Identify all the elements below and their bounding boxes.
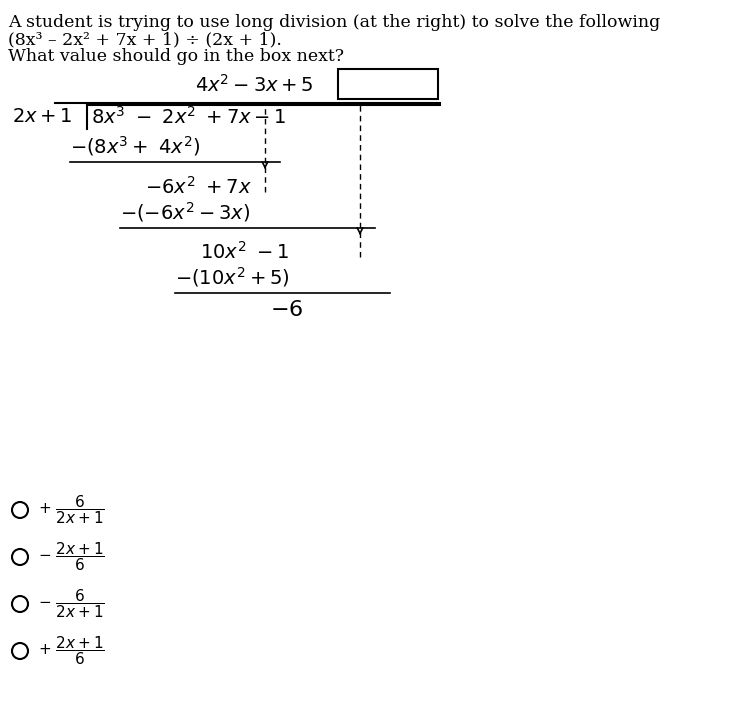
Text: $2x+1$: $2x+1$ bbox=[12, 108, 73, 126]
Text: $-(-6x^2-3x)$: $-(-6x^2-3x)$ bbox=[120, 200, 250, 224]
Text: $8x^3\ -\ 2x^2\ +7x-1$: $8x^3\ -\ 2x^2\ +7x-1$ bbox=[91, 106, 286, 128]
Text: (8x³ – 2x² + 7x + 1) ÷ (2x + 1).: (8x³ – 2x² + 7x + 1) ÷ (2x + 1). bbox=[8, 31, 282, 48]
Text: $-(10x^2+5)$: $-(10x^2+5)$ bbox=[175, 265, 290, 289]
Text: $+\ \dfrac{6}{2x+1}$: $+\ \dfrac{6}{2x+1}$ bbox=[38, 493, 105, 526]
Bar bbox=[338, 69, 438, 99]
Text: $-(8x^3+\ 4x^2)$: $-(8x^3+\ 4x^2)$ bbox=[70, 134, 200, 158]
Text: A student is trying to use long division (at the right) to solve the following: A student is trying to use long division… bbox=[8, 14, 660, 31]
Text: $-6x^2\ +7x$: $-6x^2\ +7x$ bbox=[145, 176, 252, 198]
Text: $10x^2\ -1$: $10x^2\ -1$ bbox=[200, 241, 289, 263]
Text: $-\ \dfrac{2x+1}{6}$: $-\ \dfrac{2x+1}{6}$ bbox=[38, 541, 105, 574]
Text: What value should go in the box next?: What value should go in the box next? bbox=[8, 48, 344, 65]
Text: $-6$: $-6$ bbox=[270, 299, 303, 321]
Text: $4x^2 - 3x + 5$: $4x^2 - 3x + 5$ bbox=[195, 74, 314, 96]
Text: $+\ \dfrac{2x+1}{6}$: $+\ \dfrac{2x+1}{6}$ bbox=[38, 635, 105, 668]
Text: $-\ \dfrac{6}{2x+1}$: $-\ \dfrac{6}{2x+1}$ bbox=[38, 588, 105, 620]
